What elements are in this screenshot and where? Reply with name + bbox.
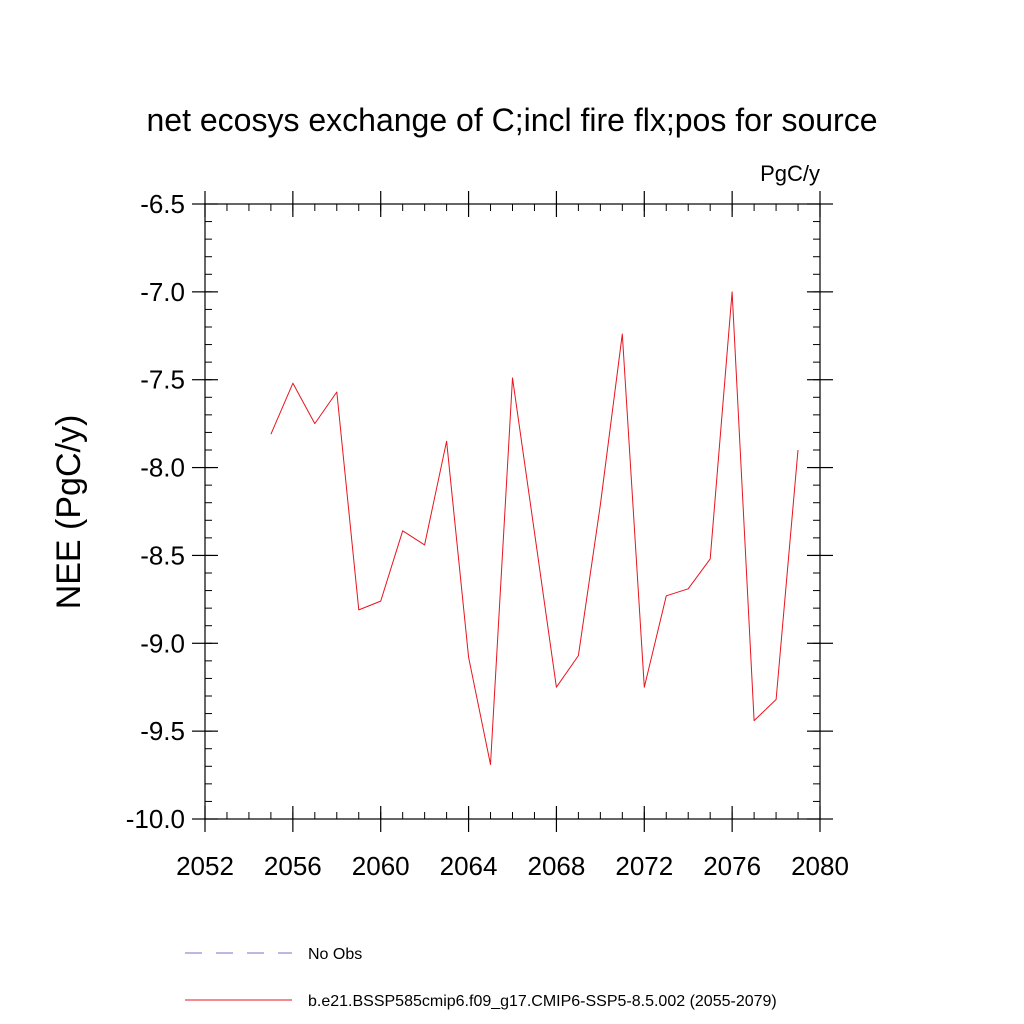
legend-model-label: b.e21.BSSP585cmip6.f09_g17.CMIP6-SSP5-8.… bbox=[308, 993, 777, 1010]
x-tick-label: 2072 bbox=[615, 851, 673, 881]
y-tick-label: -9.5 bbox=[140, 716, 185, 746]
series-layer bbox=[270, 291, 799, 765]
y-tick-label: -8.0 bbox=[140, 453, 185, 483]
y-tick-labels: -6.5 -7.0 -7.5 -8.0 -8.5 -9.0 -9.5 -10.0 bbox=[126, 189, 185, 834]
legend-no-obs-label: No Obs bbox=[308, 946, 362, 963]
y-tick-label: -10.0 bbox=[126, 804, 185, 834]
units-label: PgC/y bbox=[760, 161, 820, 186]
x-tick-label: 2052 bbox=[176, 851, 234, 881]
y-axis-label: NEE (PgC/y) bbox=[50, 415, 88, 610]
x-tick-label: 2060 bbox=[352, 851, 410, 881]
x-tick-label: 2076 bbox=[703, 851, 761, 881]
y-tick-label: -7.0 bbox=[140, 277, 185, 307]
y-tick-label: -9.0 bbox=[140, 628, 185, 658]
legend: No Obs b.e21.BSSP585cmip6.f09_g17.CMIP6-… bbox=[185, 946, 777, 1010]
y-tick-label: -6.5 bbox=[140, 189, 185, 219]
x-tick-label: 2056 bbox=[264, 851, 322, 881]
series-line bbox=[270, 291, 799, 765]
y-tick-label: -7.5 bbox=[140, 365, 185, 395]
plot-frame bbox=[204, 203, 821, 820]
y-tick-label: -8.5 bbox=[140, 540, 185, 570]
x-tick-label: 2068 bbox=[528, 851, 586, 881]
x-tick-label: 2080 bbox=[791, 851, 849, 881]
chart-title: net ecosys exchange of C;incl fire flx;p… bbox=[146, 102, 877, 138]
x-tick-labels: 2052 2056 2060 2064 2068 2072 2076 2080 bbox=[176, 851, 849, 881]
x-tick-label: 2064 bbox=[440, 851, 498, 881]
major-ticks bbox=[192, 191, 833, 832]
minor-ticks bbox=[204, 203, 821, 820]
